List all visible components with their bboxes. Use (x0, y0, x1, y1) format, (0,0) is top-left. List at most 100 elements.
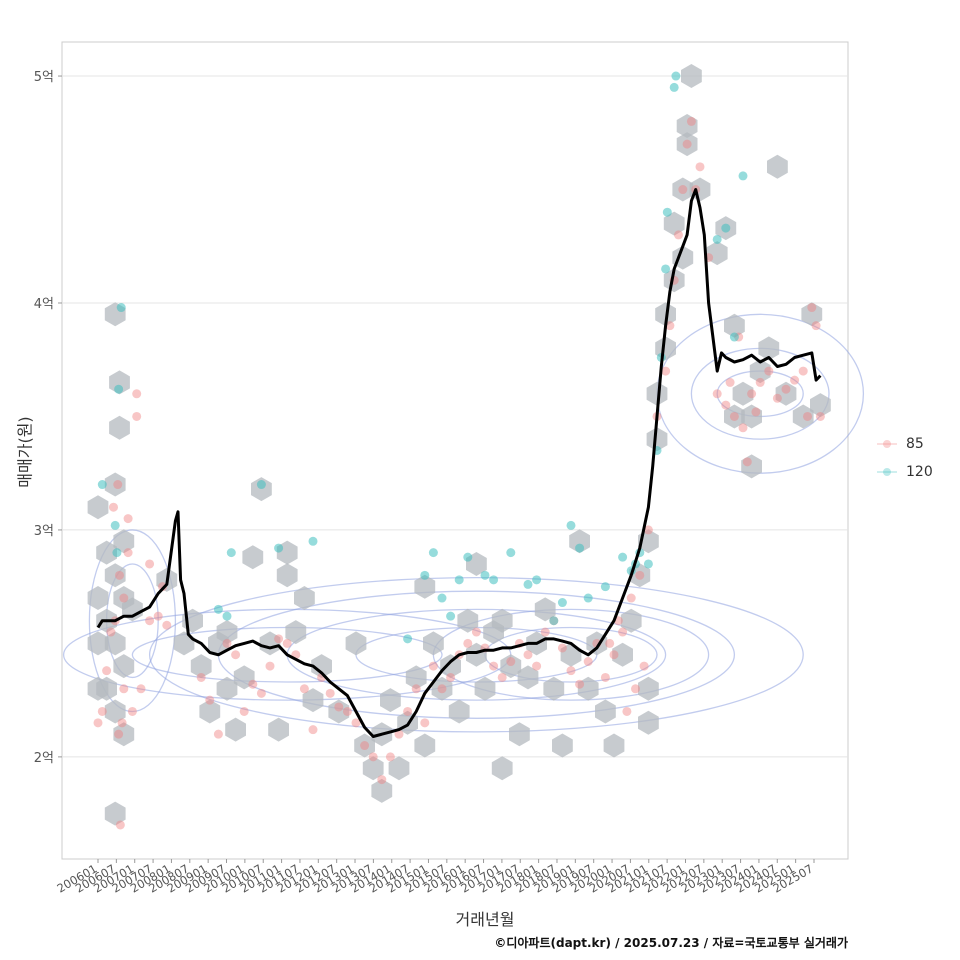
point-120 (489, 575, 499, 585)
point-85 (113, 480, 123, 490)
hexbin (216, 676, 238, 701)
hexbin (199, 699, 221, 724)
hexbin (113, 529, 135, 554)
hexbin (638, 710, 659, 735)
point-85 (755, 377, 765, 387)
hexbin (87, 495, 109, 520)
hexbin (500, 654, 522, 679)
point-85 (751, 407, 761, 417)
hexbin (638, 676, 659, 701)
hexbin (595, 699, 616, 724)
hexbin (681, 64, 702, 88)
point-120 (403, 634, 413, 644)
hexbin (440, 654, 461, 679)
y-tick-label: 5억 (34, 70, 54, 85)
hexbin (448, 699, 470, 724)
point-85 (557, 643, 567, 653)
point-85 (377, 775, 387, 785)
point-85 (437, 684, 447, 694)
point-85 (815, 411, 825, 421)
point-85 (781, 384, 791, 394)
point-85 (196, 672, 206, 682)
hexbin (328, 699, 350, 724)
hexbin (474, 676, 496, 701)
density-contour (88, 529, 177, 713)
point-120 (454, 575, 464, 585)
point-120 (669, 82, 679, 92)
hexbin (758, 336, 780, 361)
hexbin (225, 717, 246, 742)
point-85 (385, 752, 395, 762)
point-85 (489, 661, 499, 671)
point-85 (695, 162, 705, 172)
hexbin (371, 778, 393, 803)
point-120 (643, 559, 653, 569)
legend-item-85: 85 (876, 430, 933, 458)
legend: 85 120 (876, 430, 933, 486)
hexbin (741, 404, 762, 429)
hexbin (311, 654, 332, 679)
point-120 (428, 548, 438, 558)
point-85 (403, 706, 413, 716)
point-120 (661, 264, 671, 274)
point-85 (523, 650, 533, 660)
point-120 (583, 593, 593, 603)
hexbin (216, 620, 238, 645)
point-85 (394, 729, 404, 739)
point-85 (540, 627, 550, 637)
point-85 (351, 718, 361, 728)
point-85 (145, 616, 155, 626)
density-contour (148, 576, 804, 733)
plot-panel (61, 41, 849, 860)
hexbin (676, 132, 698, 157)
point-85 (93, 718, 103, 728)
point-85 (618, 627, 628, 637)
point-120 (222, 611, 232, 621)
point-85 (119, 684, 129, 694)
hexbin (767, 154, 788, 179)
hexbin (423, 631, 444, 656)
hexbin (543, 676, 565, 701)
legend-marker-120 (877, 468, 897, 476)
legend-label-120: 120 (906, 464, 933, 480)
point-120 (446, 611, 456, 621)
point-85 (342, 706, 352, 716)
point-85 (248, 679, 258, 689)
point-85 (678, 185, 688, 195)
point-85 (721, 400, 731, 410)
point-120 (600, 582, 610, 592)
point-85 (631, 684, 640, 694)
hexbin (104, 631, 126, 656)
point-85 (119, 593, 129, 603)
hexbin (104, 563, 126, 588)
point-85 (738, 423, 748, 433)
hexbin (104, 472, 126, 497)
point-85 (626, 593, 636, 603)
hexbin (801, 302, 823, 327)
hexbin (810, 393, 831, 418)
point-85 (108, 502, 118, 512)
hexbin (276, 563, 298, 588)
trend-line (96, 188, 822, 738)
hexbin (345, 631, 367, 656)
point-85 (334, 702, 344, 712)
point-85 (411, 684, 421, 694)
hexbin (109, 415, 130, 440)
point-85 (360, 741, 370, 751)
point-120 (738, 171, 748, 181)
hexbin (663, 211, 685, 236)
hexbin (113, 722, 135, 747)
point-85 (127, 706, 137, 716)
hexbin (457, 608, 479, 633)
point-85 (811, 321, 821, 331)
chart-caption: ©디아파트(dapt.kr) / 2025.07.23 / 자료=국토교통부 실… (494, 936, 848, 950)
point-85 (265, 661, 275, 671)
hexbin (620, 608, 642, 633)
point-85 (742, 457, 752, 467)
hexbin (414, 574, 436, 599)
hexbin (603, 733, 625, 758)
hexbin (113, 654, 135, 679)
point-120 (729, 332, 739, 342)
legend-item-120: 120 (876, 458, 933, 486)
